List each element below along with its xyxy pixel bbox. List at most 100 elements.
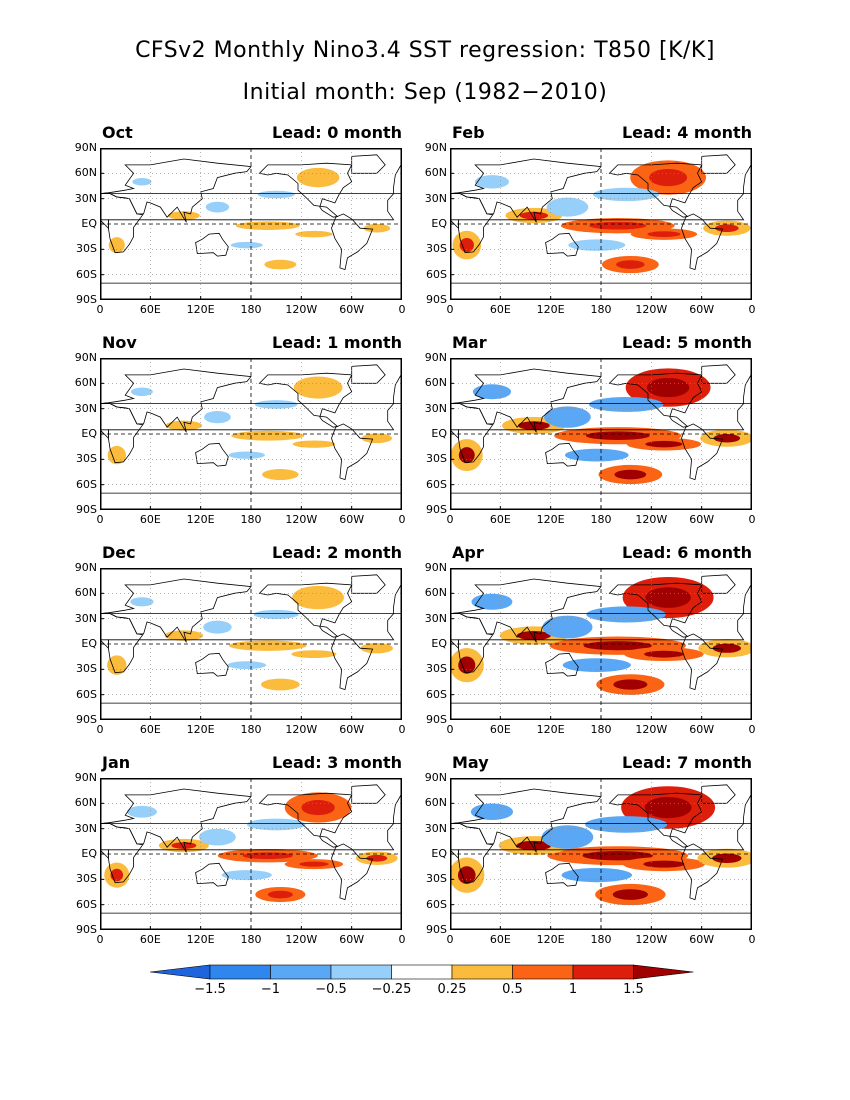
- strong-warm-anomaly-area: [299, 861, 329, 867]
- longitude-tick-label: 60W: [339, 933, 365, 946]
- cool-anomaly-area: [562, 658, 631, 672]
- colorbar-segment: [270, 964, 332, 980]
- strong-warm-anomaly-area: [712, 853, 742, 863]
- coastline: [100, 492, 402, 510]
- colorbar-segment: [391, 964, 453, 980]
- longitude-tick-label: 120W: [285, 303, 318, 316]
- map: [100, 778, 402, 930]
- longitude-tick-label: 120E: [186, 933, 215, 946]
- longitude-tick-label: 180: [240, 933, 262, 946]
- strong-warm-anomaly-area: [517, 421, 550, 430]
- coastline: [608, 372, 703, 428]
- coastline: [100, 282, 402, 300]
- map: [100, 568, 402, 720]
- latitude-tick-label: 90S: [76, 923, 97, 936]
- coastline: [681, 633, 724, 691]
- latitude-tick-label: 60S: [426, 267, 447, 281]
- longitude-tick-label: 0: [446, 933, 454, 946]
- coastline: [545, 442, 579, 467]
- cool-anomaly-area: [564, 448, 629, 462]
- colorbar-tick-label: 0.25: [437, 982, 467, 997]
- longitude-tick-label: 60W: [689, 303, 715, 316]
- warm-anomaly-area: [295, 230, 333, 238]
- cool-anomaly-area: [544, 406, 591, 428]
- latitude-tick-label: 90S: [76, 293, 97, 306]
- warm-anomaly-area: [292, 440, 336, 448]
- cool-anomaly-area: [470, 803, 514, 821]
- colorbar-tick-label: −1: [260, 982, 281, 997]
- cool-anomaly-area: [221, 870, 272, 881]
- longitude-tick-label: 0: [96, 513, 104, 526]
- longitude-tick-label: 0: [748, 933, 756, 946]
- colorbar-segment: [209, 964, 271, 980]
- panel-lead-label: Lead: 5 month: [621, 333, 752, 352]
- latitude-tick-label: EQ: [81, 217, 97, 230]
- latitude-tick-label: 30N: [424, 821, 447, 835]
- longitude-tick-label: 60W: [689, 513, 715, 526]
- colorbar-tick-label: 0.5: [502, 982, 523, 997]
- title-line-2: Initial month: Sep (1982−2010): [242, 80, 608, 105]
- map: [450, 358, 752, 510]
- coastline: [331, 213, 374, 271]
- strong-warm-anomaly-area: [585, 431, 650, 440]
- latitude-tick-label: 60N: [424, 166, 447, 180]
- longitude-tick-label: 120E: [536, 303, 565, 316]
- latitude-tick-label: 60S: [76, 477, 97, 491]
- coastline: [608, 162, 703, 218]
- strong-warm-anomaly-area: [459, 237, 474, 253]
- latitude-tick-label: 30S: [76, 242, 97, 256]
- title-line-1: CFSv2 Monthly Nino3.4 SST regression: T8…: [135, 38, 715, 63]
- map-panel-feb: Feb Lead: 4 month 90N 60N 30N EQ 30S 60S 90S 0 60E…: [425, 123, 756, 316]
- latitude-tick-label: 90S: [76, 713, 97, 726]
- longitude-tick-label: 0: [446, 723, 454, 736]
- strong-warm-anomaly-area: [366, 854, 388, 862]
- strong-warm-anomaly-area: [458, 656, 476, 674]
- latitude-tick-label: 30N: [424, 611, 447, 625]
- strong-warm-anomaly-area: [714, 224, 739, 233]
- warm-anomaly-area: [167, 211, 200, 220]
- longitude-tick-label: 0: [398, 303, 406, 316]
- cool-anomaly-area: [472, 384, 512, 400]
- cool-anomaly-area: [199, 828, 236, 846]
- latitude-tick-label: 60S: [76, 897, 97, 911]
- latitude-tick-label: 90N: [74, 351, 97, 364]
- strong-warm-anomaly-area: [712, 643, 742, 653]
- longitude-tick-label: 120E: [186, 723, 215, 736]
- longitude-tick-label: 180: [590, 303, 612, 316]
- warm-anomaly-area: [107, 655, 127, 675]
- cool-anomaly-area: [546, 197, 589, 217]
- coastline: [545, 862, 579, 887]
- coastline: [608, 792, 703, 848]
- coastline: [331, 423, 374, 481]
- longitude-tick-label: 0: [398, 513, 406, 526]
- colorbar-segment: [451, 964, 513, 980]
- longitude-tick-label: 120W: [635, 303, 668, 316]
- map: [450, 568, 752, 720]
- map: [100, 148, 402, 300]
- latitude-tick-label: 30S: [426, 662, 447, 676]
- coastline: [195, 232, 229, 257]
- cool-anomaly-area: [568, 239, 626, 251]
- strong-warm-anomaly-area: [516, 840, 552, 851]
- panel-month-label: Apr: [452, 543, 484, 562]
- latitude-tick-label: EQ: [431, 217, 447, 230]
- colorbar: [150, 964, 694, 980]
- map-panel-apr: Apr Lead: 6 month 90N 60N 30N EQ 30S 60S 90S 0 60E…: [425, 543, 756, 736]
- latitude-tick-label: 60N: [424, 796, 447, 810]
- coastline: [450, 612, 745, 674]
- panel-month-label: Oct: [102, 123, 133, 142]
- longitude-tick-label: 60W: [339, 723, 365, 736]
- coastline: [100, 192, 395, 254]
- panel-month-label: Dec: [102, 543, 136, 562]
- cool-anomaly-area: [204, 410, 231, 424]
- strong-warm-anomaly-area: [644, 650, 684, 658]
- map-panel-nov: Nov Lead: 1 month 90N 60N 30N EQ 30S 60S 90S 0 60E…: [75, 333, 406, 526]
- panel-lead-label: Lead: 3 month: [271, 753, 402, 772]
- strong-warm-anomaly-area: [614, 469, 647, 480]
- latitude-tick-label: EQ: [81, 427, 97, 440]
- strong-warm-anomaly-area: [647, 231, 681, 237]
- longitude-tick-label: 60E: [139, 303, 161, 316]
- latitude-tick-label: 60S: [76, 687, 97, 701]
- cool-anomaly-area: [126, 805, 157, 818]
- coastline: [450, 158, 602, 223]
